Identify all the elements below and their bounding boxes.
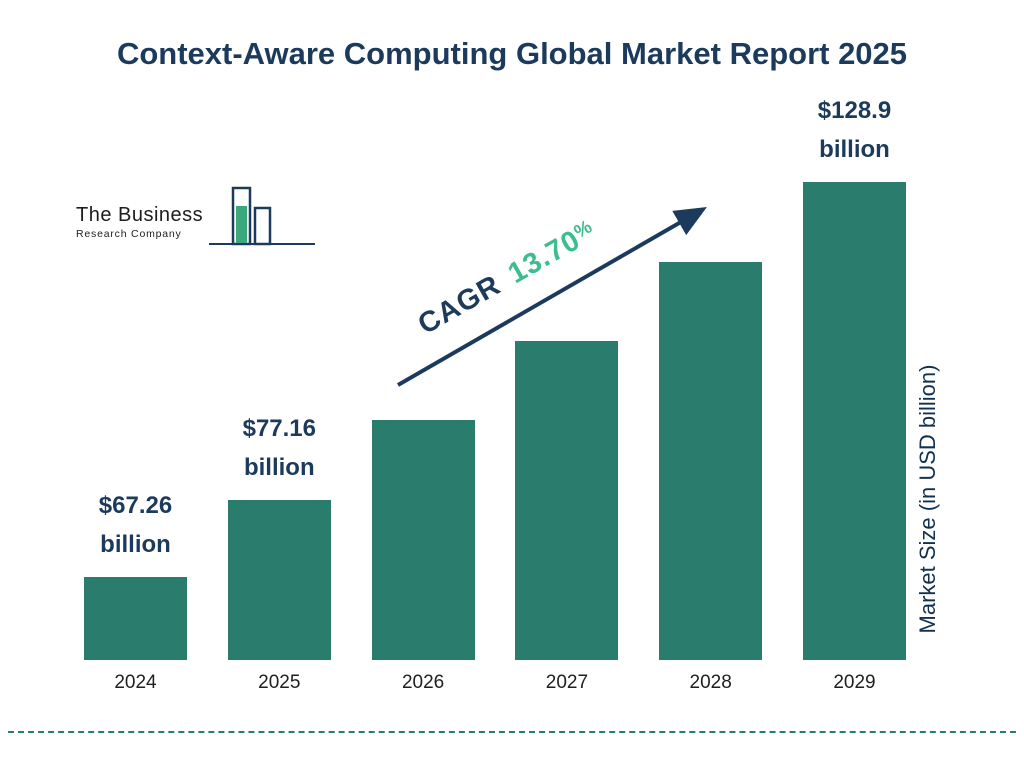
bottom-dashed-divider [8, 731, 1016, 733]
year-label-2024: 2024 [114, 672, 157, 693]
cagr-trend-arrow [397, 207, 707, 387]
bar-2029 [802, 182, 906, 660]
bar-column-2025: $77.16 billion [227, 409, 331, 660]
bar-column-2027 [515, 341, 619, 660]
bar-2026 [371, 420, 475, 660]
year-label-2028: 2028 [689, 672, 732, 693]
bars-row: $67.26 billion $77.16 billion $128.9 billion [84, 97, 906, 660]
bar-2025 [227, 500, 331, 660]
company-logo: The Business Research Company [76, 182, 317, 248]
bar-chart: $67.26 billion $77.16 billion $128.9 billion … [84, 97, 906, 694]
year-label-2029: 2029 [833, 672, 876, 693]
y-axis-label: Market Size (in USD billion) [915, 364, 940, 634]
bar-value-label-2029: $128.9 billion [817, 96, 892, 164]
year-label-2026: 2026 [401, 672, 445, 693]
bar-column-2029: $128.9 billion [802, 91, 906, 660]
bar-value-label-2024: $67.26 billion [98, 491, 173, 559]
bar-chart-logo-icon [209, 186, 316, 246]
year-label-2027: 2027 [545, 672, 589, 693]
logo-line1: The Business [76, 204, 204, 226]
years-row: 2024 2025 2026 2027 2028 2029 [84, 672, 906, 694]
page-title: Context-Aware Computing Global Market Re… [116, 36, 908, 71]
year-label-2025: 2025 [258, 672, 301, 693]
bar-2027 [515, 341, 619, 660]
company-logo-text: The Business Research Company [76, 204, 203, 240]
bar-column-2026 [371, 420, 475, 660]
bar-column-2028 [659, 262, 763, 660]
bar-column-2024: $67.26 billion [84, 486, 187, 660]
bar-2028 [659, 262, 763, 660]
bar-value-label-2025: $77.16 billion [242, 414, 316, 482]
logo-line2: Research Company [76, 228, 182, 240]
bar-2024 [84, 577, 187, 660]
